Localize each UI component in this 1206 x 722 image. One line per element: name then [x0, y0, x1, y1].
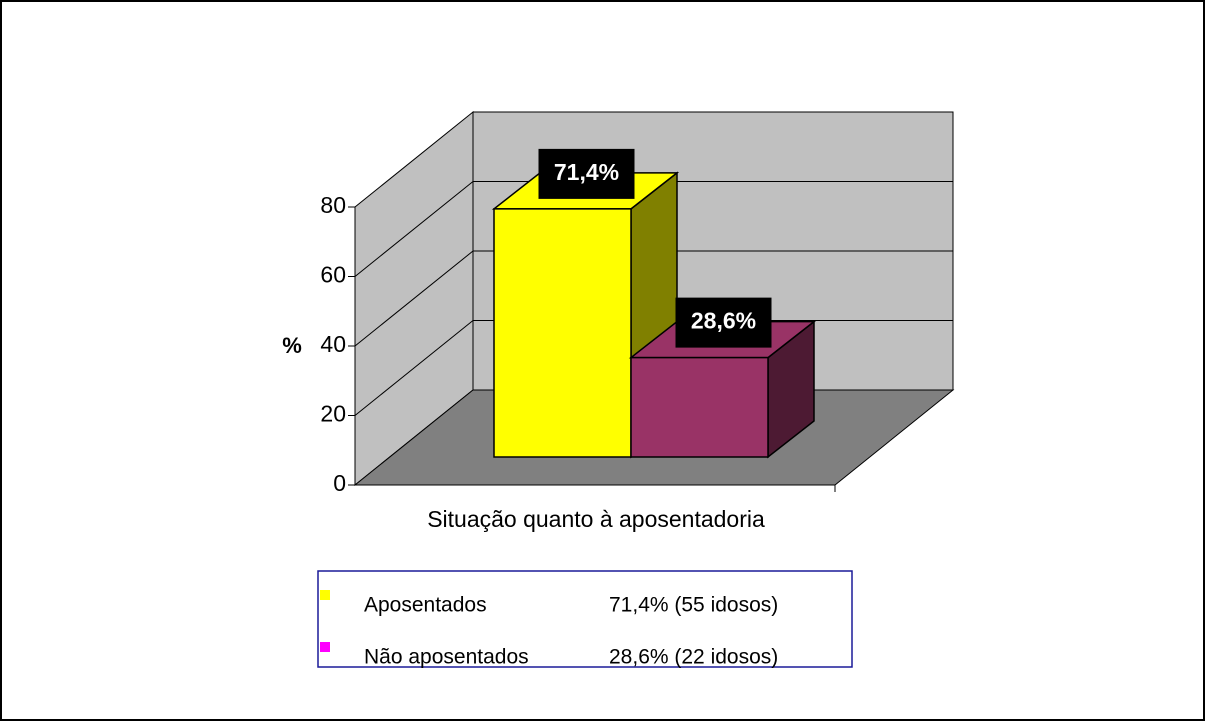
bar	[493, 208, 632, 458]
x-axis-label: Situação quanto à aposentadoria	[427, 506, 765, 532]
data-label-box	[675, 297, 772, 348]
legend-marker	[320, 642, 330, 652]
grid-line	[354, 320, 474, 416]
data-label-box	[538, 148, 635, 199]
legend-detail: 71,4% (55 idosos)	[609, 594, 778, 617]
legend-detail: 28,6% (22 idosos)	[609, 646, 778, 669]
data-label: 71,4%	[554, 159, 619, 185]
bar	[630, 356, 769, 458]
legend-marker	[320, 590, 330, 600]
y-axis-label: %	[282, 333, 302, 358]
y-tick-label: 80	[320, 192, 346, 218]
grid-line	[354, 250, 474, 347]
y-tick-label: 20	[320, 401, 346, 427]
y-tick-label: 60	[320, 262, 346, 288]
grid-line	[354, 181, 474, 277]
data-label: 28,6%	[691, 308, 756, 334]
legend	[317, 570, 853, 668]
legend-label: Não aposentados	[364, 646, 529, 669]
legend-label: Aposentados	[364, 594, 487, 617]
y-tick-label: 40	[320, 331, 346, 357]
y-tick-label: 0	[333, 470, 346, 496]
